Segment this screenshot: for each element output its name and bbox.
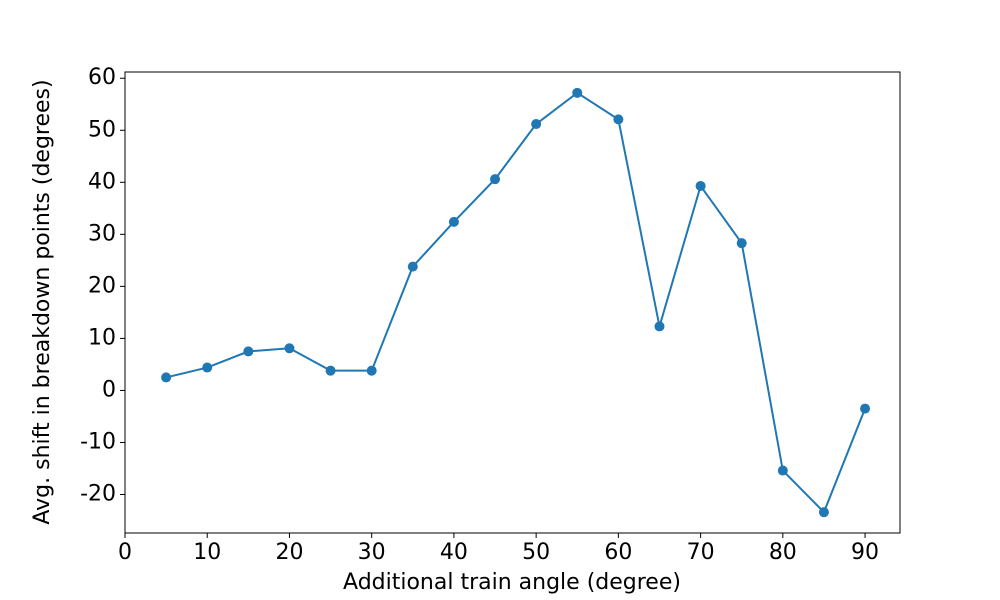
y-tick-label: 30 [88,221,116,246]
x-tick-label: 20 [275,540,303,565]
x-tick-label: 70 [687,540,715,565]
point [818,507,829,518]
x-tick-label: 0 [118,540,132,565]
x-tick-label: 90 [851,540,879,565]
y-tick-label: 0 [102,377,116,402]
point [695,180,706,191]
point [325,365,336,376]
plot-frame [124,71,901,534]
x-axis-label: Additional train angle (degree) [343,570,681,595]
point [161,372,172,383]
point [243,346,254,357]
y-tick-label: 50 [88,117,116,142]
y-axis-label: Avg. shift in breakdown points (degrees) [30,79,55,524]
point [860,403,871,414]
y-tick-label: 60 [88,65,116,90]
point [654,321,665,332]
point [284,343,295,354]
point [448,216,459,227]
y-tick-label: -10 [80,429,116,454]
point [407,261,418,272]
point [736,238,747,249]
y-tick-label: 20 [88,273,116,298]
point [613,114,624,125]
x-tick-label: 40 [440,540,468,565]
point [572,87,583,98]
x-tick-label: 60 [604,540,632,565]
x-tick-label: 10 [193,540,221,565]
x-tick-label: 50 [522,540,550,565]
y-tick-label: 40 [88,169,116,194]
x-tick-label: 80 [769,540,797,565]
point [366,365,377,376]
y-tick-label: -20 [80,481,116,506]
point [531,119,542,130]
y-tick-label: 10 [88,325,116,350]
point [777,465,788,476]
point [202,362,213,373]
x-tick-label: 30 [358,540,386,565]
series-line [165,91,866,514]
point [490,174,501,185]
